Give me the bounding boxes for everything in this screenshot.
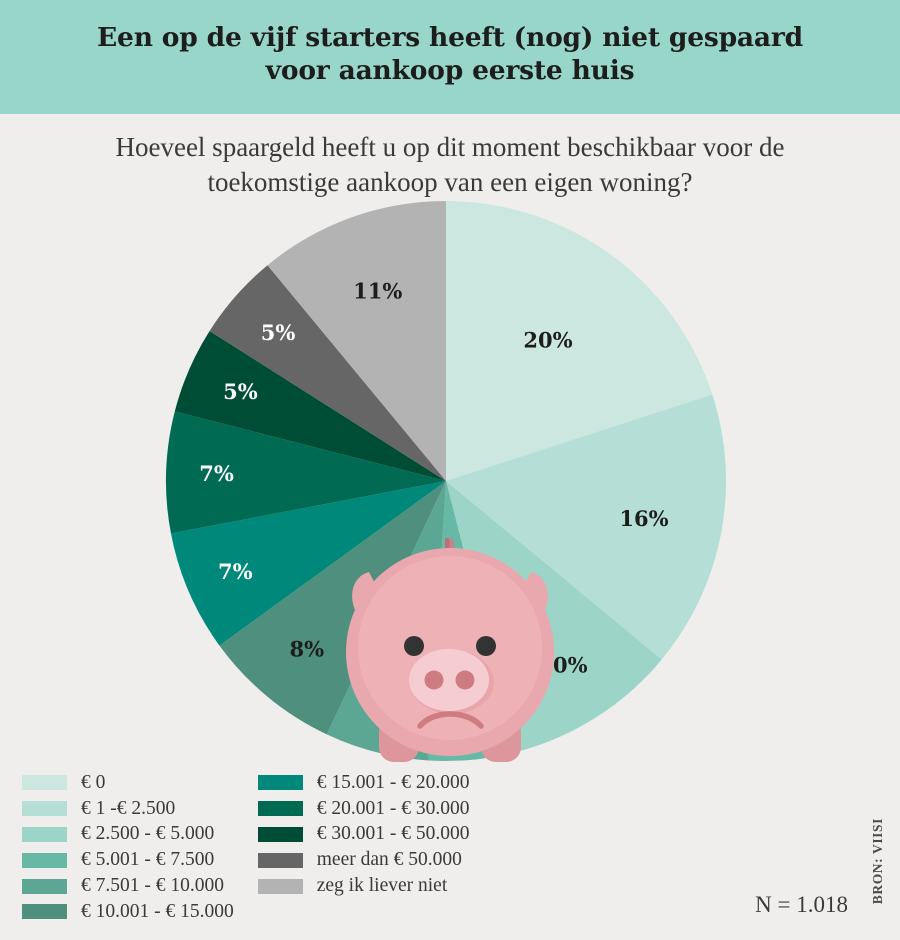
pie-slice[interactable] <box>170 480 446 646</box>
legend-item[interactable]: € 10.001 - € 15.000 <box>22 899 234 925</box>
pie-slice-label: 5% <box>261 320 296 345</box>
piggy-eye-right <box>476 635 496 656</box>
legend-swatch <box>257 826 303 842</box>
legend-label: € 15.001 - € 20.000 <box>316 771 470 793</box>
legend-column-left: € 0 € 1 -€ 2.500 € 2.500 - € 5.000 € 5.001 … <box>22 770 234 925</box>
legend-swatch <box>257 775 303 791</box>
legend-label: zeg ik liever niet <box>316 875 448 897</box>
header-band: Een op de vijf starters heeft (nog) niet… <box>0 0 900 114</box>
page-title: Een op de vijf starters heeft (nog) niet… <box>60 22 840 88</box>
headline-line-1: Een op de vijf starters heeft (nog) niet… <box>97 22 803 53</box>
sample-size-label: N = 1.018 <box>755 892 848 917</box>
pie-slice[interactable] <box>267 200 446 481</box>
piggy-body-highlight <box>358 555 542 740</box>
pie-slice-label: 7% <box>218 559 253 584</box>
legend-item[interactable]: € 20.001 - € 30.000 <box>257 796 470 822</box>
pie-slice[interactable] <box>446 200 713 481</box>
pie-chart-area: 20%16%10%5%6%8%7%7%5%5%11% <box>0 200 900 780</box>
subtitle-line-2: toekomstige aankoop van een eigen woning… <box>207 166 693 197</box>
legend-label: € 7.501 - € 10.000 <box>81 875 224 897</box>
legend-label: € 5.001 - € 7.500 <box>81 849 215 871</box>
legend: € 0 € 1 -€ 2.500 € 2.500 - € 5.000 € 5.001 … <box>22 770 662 925</box>
legend-swatch <box>22 826 67 842</box>
piggy-nostril-left <box>424 670 444 690</box>
legend-label: € 10.001 - € 15.000 <box>81 900 234 922</box>
legend-label: € 20.001 - € 30.000 <box>316 797 470 819</box>
piggy-bank-icon <box>346 537 554 762</box>
legend-swatch <box>22 801 67 817</box>
legend-item[interactable]: € 15.001 - € 20.000 <box>257 770 470 796</box>
legend-item[interactable]: zeg ik liever niet <box>257 873 470 899</box>
pie-slice[interactable] <box>174 330 447 481</box>
pie-slice-label: 20% <box>523 328 572 353</box>
piggy-frown <box>417 711 484 729</box>
legend-item[interactable]: € 5.001 - € 7.500 <box>22 847 234 873</box>
source-note: BRON: VIISI <box>870 818 885 905</box>
legend-item[interactable]: € 0 <box>22 770 234 796</box>
pie-slice-label: 11% <box>353 278 402 303</box>
legend-swatch <box>22 852 67 868</box>
legend-swatch <box>257 801 303 817</box>
pie-slice-label: 5% <box>223 379 258 404</box>
legend-swatch <box>22 775 67 791</box>
pie-slice[interactable] <box>209 265 446 481</box>
chart-question-subtitle: Hoeveel spaargeld heeft u op dit moment … <box>0 114 900 200</box>
legend-item[interactable]: € 7.501 - € 10.000 <box>22 873 234 899</box>
pie-slice[interactable] <box>166 411 446 534</box>
legend-swatch <box>257 852 303 868</box>
pie-slice-label: 8% <box>290 636 325 661</box>
legend-label: meer dan € 50.000 <box>316 849 462 871</box>
legend-label: € 0 <box>81 771 106 793</box>
headline-line-2: voor aankoop eerste huis <box>265 54 635 86</box>
legend-label: € 2.500 - € 5.000 <box>81 823 215 845</box>
legend-column-right: € 15.001 - € 20.000 € 20.001 - € 30.000 € … <box>257 770 470 925</box>
legend-label: € 30.001 - € 50.000 <box>316 823 470 845</box>
legend-swatch <box>22 904 67 920</box>
pie-slice-label: 16% <box>619 506 668 531</box>
pie-slice-label: 7% <box>199 461 234 486</box>
legend-item[interactable]: € 2.500 - € 5.000 <box>22 822 234 848</box>
piggy-snout <box>409 648 489 711</box>
pie-slice[interactable] <box>446 394 727 660</box>
legend-item[interactable]: € 30.001 - € 50.000 <box>257 822 470 848</box>
piggy-eye-left <box>404 635 424 656</box>
legend-item[interactable]: meer dan € 50.000 <box>257 847 470 873</box>
legend-label: € 1 -€ 2.500 <box>81 797 176 819</box>
subtitle-line-1: Hoeveel spaargeld heeft u op dit moment … <box>115 131 785 162</box>
legend-swatch <box>22 878 67 894</box>
legend-swatch <box>257 878 303 894</box>
piggy-nostril-right <box>455 670 475 690</box>
legend-item[interactable]: € 1 -€ 2.500 <box>22 796 234 822</box>
pie-slice[interactable] <box>219 480 446 735</box>
